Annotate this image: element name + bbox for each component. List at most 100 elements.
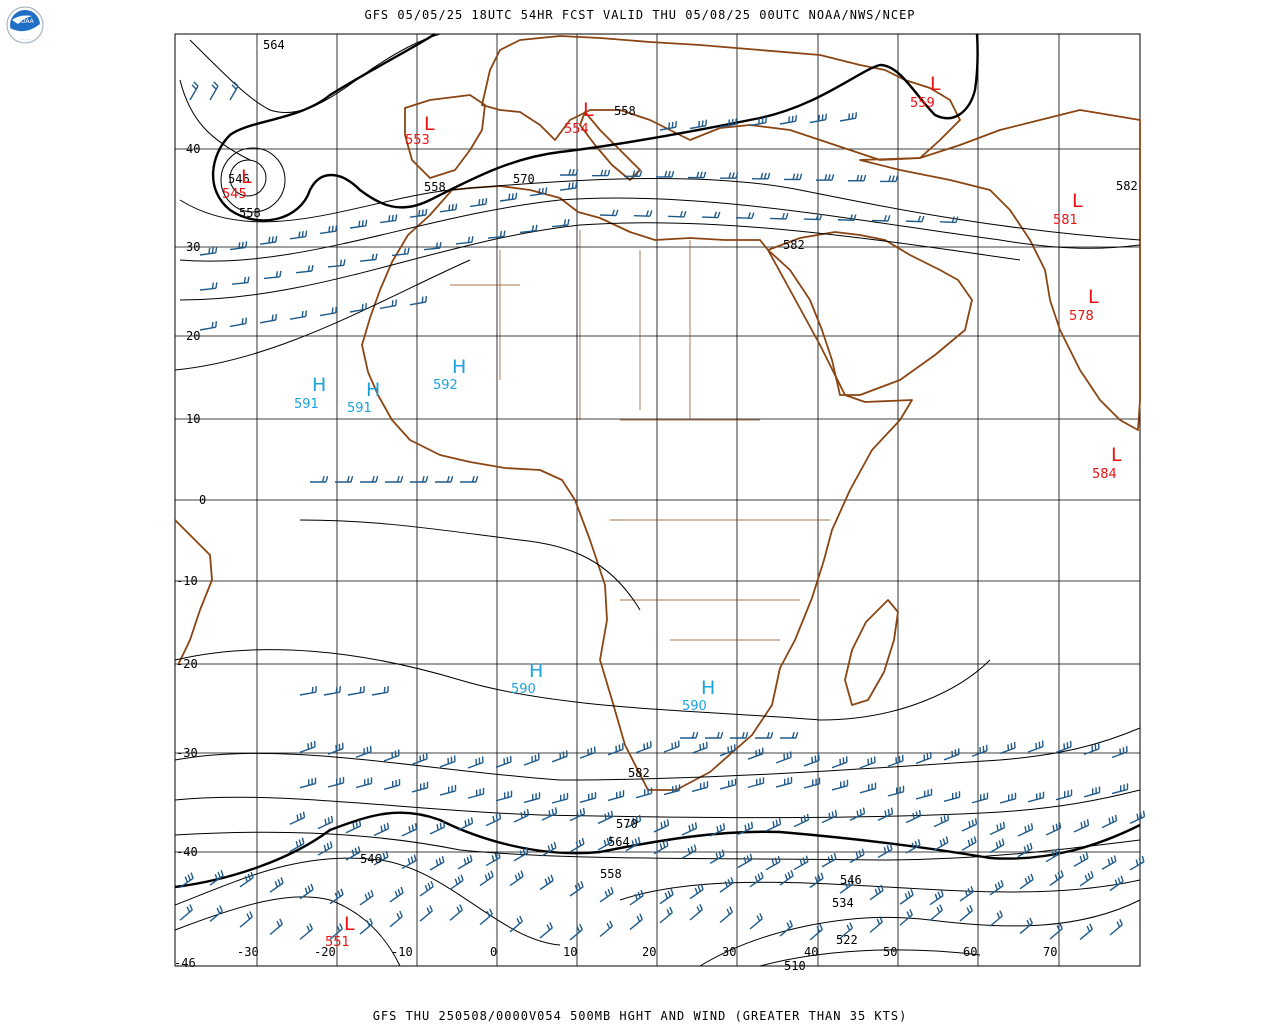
wind-barb [469, 198, 488, 208]
wind-barb [607, 790, 625, 802]
high-symbol: H [529, 660, 543, 682]
wind-barb [737, 853, 753, 869]
wind-barb [629, 889, 644, 906]
wind-barb [689, 119, 707, 130]
contour-label: 558 [239, 206, 261, 220]
wind-barb [327, 776, 345, 788]
low-value: 584 [1092, 467, 1117, 482]
wind-barb [989, 821, 1006, 836]
wind-barb [389, 886, 404, 903]
wind-barb [629, 913, 643, 931]
wind-barb [289, 310, 307, 320]
contour-label: 570 [513, 172, 535, 186]
wind-barb [359, 889, 374, 906]
wind-barb [349, 219, 368, 229]
wind-barb [831, 756, 848, 769]
wind-barb [905, 809, 922, 824]
chart-subtitle: GFS THU 250508/0000V054 500MB HGHT AND W… [372, 1009, 908, 1023]
wind-barb [355, 745, 372, 758]
wind-barb [239, 871, 254, 888]
wind-barb [345, 819, 362, 834]
wind-barb [961, 818, 978, 832]
wind-barb [347, 686, 365, 696]
wind-barb [239, 911, 253, 928]
wind-barb [597, 810, 614, 825]
wind-barb [709, 849, 725, 864]
wind-barb [231, 276, 250, 285]
wind-barb [539, 922, 553, 939]
wind-barb [999, 741, 1016, 755]
lat-label-10: 10 [186, 412, 200, 426]
wind-barb [289, 230, 308, 240]
wind-barb [1109, 919, 1123, 936]
wind-barb [269, 877, 284, 893]
wind-barb [209, 869, 224, 886]
wind-barb [199, 321, 217, 331]
lon-label-50: 50 [883, 945, 897, 959]
wind-barb [449, 874, 464, 891]
wind-barb [635, 741, 652, 754]
wind-barb [779, 869, 794, 886]
lon-label-10: 10 [563, 945, 577, 959]
wind-barb [371, 686, 389, 696]
wind-barb [793, 813, 810, 828]
wind-barb [747, 777, 765, 789]
wind-barb [667, 210, 687, 218]
contour-label: 546 [840, 873, 862, 887]
wind-barb [1055, 789, 1073, 801]
lon-label-20: 20 [642, 945, 656, 959]
wind-barb [411, 752, 428, 766]
wind-barb [289, 837, 305, 853]
wind-barb [289, 811, 306, 825]
wind-barb [179, 872, 194, 889]
wind-barb [633, 210, 653, 217]
wind-barb [209, 905, 223, 922]
wind-barb [383, 749, 400, 762]
wind-barb [625, 836, 641, 852]
low-value: 578 [1069, 309, 1094, 324]
wind-barb [821, 809, 838, 824]
contour-label: 582 [1116, 179, 1138, 193]
wind-barb [749, 871, 764, 888]
lat-label-m46: -46 [174, 956, 196, 970]
wind-barb [719, 877, 734, 893]
wind-barb [410, 476, 429, 483]
lon-label-70: 70 [1043, 945, 1057, 959]
wind-barb [329, 888, 344, 905]
wind-barb [775, 776, 793, 788]
wind-barb [317, 841, 333, 856]
wind-barb [569, 807, 586, 822]
wind-barb [705, 732, 724, 739]
thick-contours [174, 32, 1141, 889]
wind-barb [1129, 855, 1145, 871]
wind-barb [485, 851, 501, 867]
wind-barb [869, 884, 884, 901]
wind-barb [299, 923, 313, 940]
wind-barb [419, 905, 433, 922]
wind-barb [513, 846, 529, 862]
wind-barb [779, 920, 793, 937]
wind-barb [523, 792, 541, 804]
low-symbol: L [1072, 190, 1083, 212]
wind-barb [653, 819, 670, 833]
lat-label-30: 30 [186, 240, 200, 254]
wind-barb [989, 838, 1005, 854]
wind-barb [455, 236, 474, 245]
contour-label: 546 [228, 172, 250, 186]
wind-barb [559, 181, 578, 191]
wind-barb [747, 747, 764, 760]
wind-barb [495, 755, 512, 768]
wind-barb [389, 910, 403, 928]
wind-barb [385, 476, 404, 483]
lon-label-m10: -10 [391, 945, 413, 959]
wind-barb [809, 872, 824, 889]
wind-barb [467, 756, 484, 769]
contour-label: 564 [263, 38, 285, 52]
wind-barb [439, 755, 456, 768]
high-value: 591 [294, 397, 319, 412]
wind-barb [495, 790, 513, 802]
lat-label-m20: -20 [176, 657, 198, 671]
wind-barb [1073, 819, 1090, 833]
contour-label: 522 [836, 933, 858, 947]
